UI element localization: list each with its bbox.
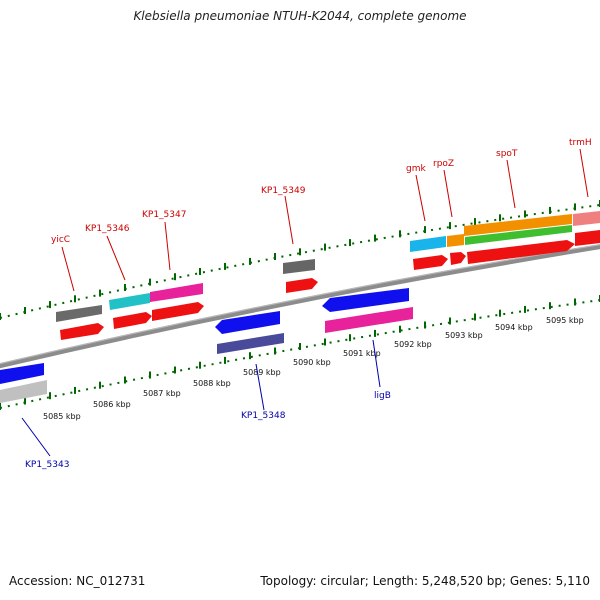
gene-KP1_5348-cds[interactable] [215, 311, 280, 334]
gene-yicC-cds[interactable] [60, 323, 104, 340]
gene-ligB-cds[interactable] [322, 288, 409, 312]
gene-gmk-cds[interactable] [413, 255, 448, 270]
gene-label-KP1_5349[interactable]: KP1_5349 [261, 186, 306, 196]
gene-label-KP1_5346[interactable]: KP1_5346 [85, 224, 130, 234]
tick-label: 5094 kbp [495, 323, 533, 332]
leader-KP1_5346 [106, 235, 126, 281]
gene-trmH-feature[interactable] [573, 211, 600, 226]
gene-label-KP1_5343[interactable]: KP1_5343 [25, 460, 69, 470]
gene-label-KP1_5347[interactable]: KP1_5347 [142, 210, 186, 220]
gene-gmk-feature[interactable] [410, 236, 446, 252]
topology-label: Topology: circular; Length: 5,248,520 bp… [260, 574, 590, 588]
leader-spoT [506, 159, 516, 209]
gene-rpoZ-feature[interactable] [447, 234, 464, 247]
gene-label-rpoZ[interactable]: rpoZ [433, 159, 454, 169]
genome-title: Klebsiella pneumoniae NTUH-K2044, comple… [133, 9, 467, 23]
gene-spoT-feature[interactable] [464, 214, 572, 236]
tick-label: 5087 kbp [143, 389, 181, 398]
leader-ligB [372, 339, 381, 388]
tick-label: 5090 kbp [293, 358, 331, 367]
genome-axis [0, 244, 600, 369]
leader-gmk [415, 174, 426, 222]
leader-rpoZ [443, 169, 453, 218]
tick-label: 5092 kbp [394, 340, 432, 349]
leader-KP1_5348 [255, 363, 265, 411]
leader-KP1_5343 [21, 417, 51, 457]
gene-spoT-cds[interactable] [467, 240, 575, 264]
tick-label: 5091 kbp [343, 349, 381, 358]
major-ticks [0, 200, 600, 410]
gene-KP1_5346-feature[interactable] [109, 293, 150, 310]
leader-trmH [579, 148, 589, 198]
tick-label: 5093 kbp [445, 331, 483, 340]
gene-yicC-feature[interactable] [56, 305, 102, 322]
gene-KP1_5343-cds[interactable] [0, 363, 44, 384]
tick-label: 5089 kbp [243, 368, 281, 377]
gene-KP1_5349-cds[interactable] [286, 278, 318, 293]
tick-label: 5085 kbp [43, 412, 81, 421]
gene-trmH-cds[interactable] [575, 230, 600, 246]
tick-label: 5088 kbp [193, 379, 231, 388]
leader-KP1_5347 [164, 221, 171, 271]
gene-label-spoT[interactable]: spoT [496, 149, 518, 159]
reverse-tick-row [0, 299, 600, 409]
gene-label-yicC[interactable]: yicC [51, 235, 70, 245]
gene-rpoZ-cds[interactable] [450, 252, 466, 265]
gene-spoT-gene[interactable] [465, 225, 572, 245]
gene-KP1_5347-cds[interactable] [152, 302, 204, 321]
gene-label-trmH[interactable]: trmH [569, 138, 592, 148]
accession-label: Accession: NC_012731 [9, 574, 146, 588]
tick-labels: 5085 kbp 5086 kbp 5087 kbp 5088 kbp 5089… [43, 316, 584, 421]
gene-KP1_5348-gene[interactable] [217, 333, 284, 354]
genome-axis-highlight [0, 244, 600, 365]
tick-label: 5086 kbp [93, 400, 131, 409]
tick-label: 5095 kbp [546, 316, 584, 325]
gene-ligB-gene[interactable] [325, 307, 413, 333]
gene-label-KP1_5348[interactable]: KP1_5348 [241, 411, 286, 421]
gene-KP1_5343-gene[interactable] [0, 380, 47, 403]
gene-KP1_5346-cds[interactable] [113, 312, 152, 329]
gene-label-gmk[interactable]: gmk [406, 164, 426, 174]
gene-label-ligB[interactable]: ligB [374, 391, 391, 401]
gene-KP1_5349-feature[interactable] [283, 259, 315, 274]
leader-yicC [61, 246, 75, 292]
leader-KP1_5349 [284, 195, 294, 245]
gene-KP1_5347-feature[interactable] [150, 283, 203, 302]
